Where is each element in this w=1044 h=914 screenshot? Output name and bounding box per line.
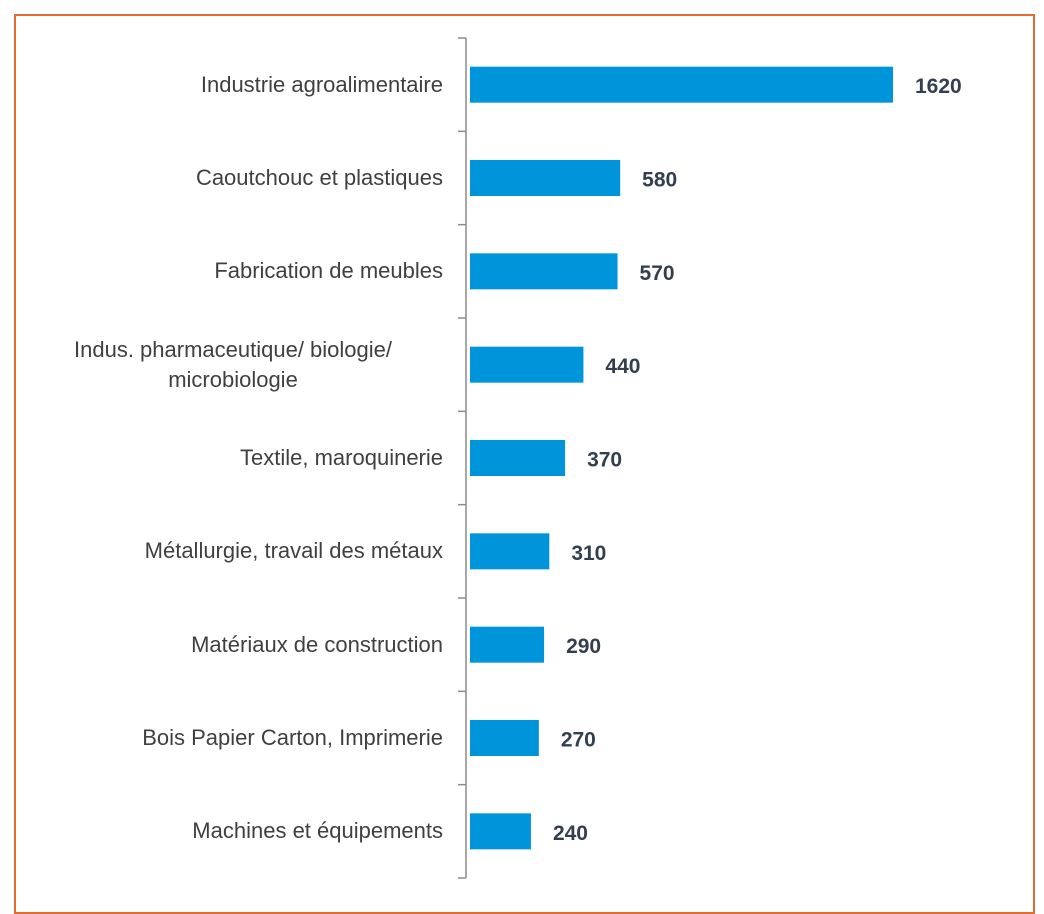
- category-label: Indus. pharmaceutique/ biologie/ microbi…: [74, 336, 392, 392]
- category-label: Fabrication de meubles: [214, 258, 443, 284]
- bar: [470, 66, 893, 103]
- category-label: Bois Papier Carton, Imprimerie: [142, 725, 443, 750]
- value-label: 570: [640, 262, 675, 285]
- category-label: Industrie agroalimentaire: [200, 71, 443, 97]
- value-label: 270: [561, 729, 596, 752]
- category-label: Textile, maroquinerie: [240, 445, 443, 470]
- bar: [470, 720, 539, 756]
- bar: [470, 440, 566, 476]
- value-label: 310: [571, 542, 606, 565]
- bar: [470, 626, 545, 663]
- value-label: 440: [605, 355, 640, 378]
- value-label: 370: [587, 449, 622, 472]
- value-label: 240: [553, 822, 588, 845]
- bar: [470, 813, 531, 850]
- bar: [470, 346, 584, 383]
- category-label: Métallurgie, travail des métaux: [144, 538, 443, 564]
- bar: [470, 253, 618, 290]
- category-label: Caoutchouc et plastiques: [195, 165, 443, 190]
- value-label: 1620: [915, 75, 962, 98]
- value-label: 580: [642, 169, 677, 192]
- bar: [470, 160, 621, 196]
- category-label: Matériaux de construction: [191, 631, 443, 657]
- bar: [470, 533, 550, 570]
- category-label: Machines et équipements: [192, 818, 443, 844]
- value-label: 290: [566, 635, 601, 658]
